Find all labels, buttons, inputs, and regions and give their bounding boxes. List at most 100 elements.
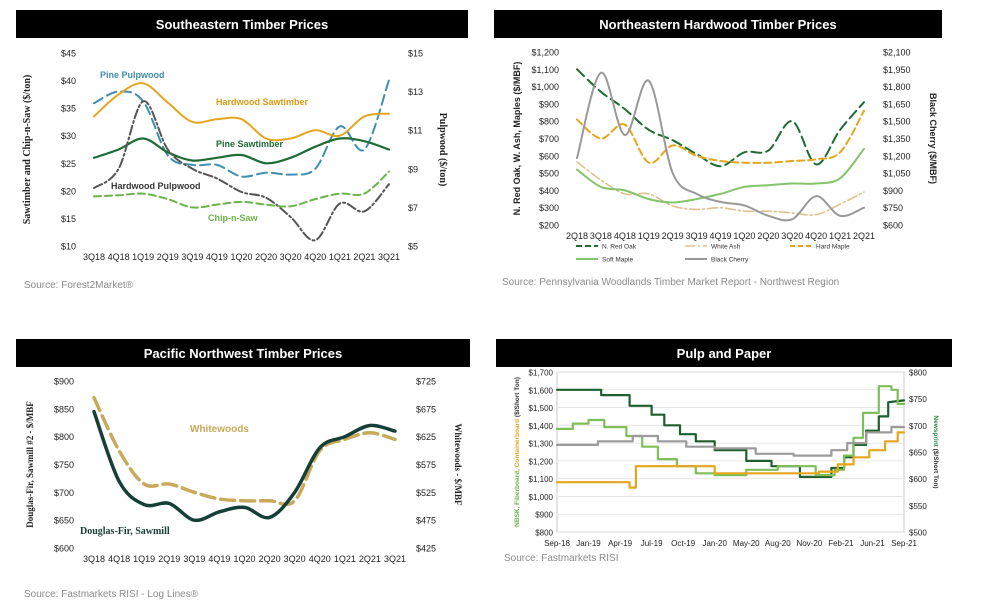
y-axis-title: NBSK, Fiberboard, Containerboard ($/Shor…: [514, 377, 521, 527]
y-tick-label: $1,700: [529, 369, 554, 378]
y2-tick-label: $13: [408, 87, 423, 97]
x-tick-label: 4Q20: [805, 231, 827, 241]
x-tick-label: Aug-20: [765, 539, 791, 548]
y2-tick-label: $725: [416, 377, 436, 387]
y2-tick-label: $1,350: [883, 134, 911, 144]
x-tick-label: 2Q19: [158, 554, 180, 564]
y-tick-label: $800: [539, 117, 559, 127]
source-note: Source: Fastmarkets RISI - Log Lines®: [24, 589, 199, 600]
x-tick-label: 4Q18: [614, 231, 636, 241]
y-tick-label: $30: [61, 131, 76, 141]
x-tick-label: Nov-20: [796, 539, 822, 548]
series-line-black-cherry: [576, 71, 865, 222]
x-tick-label: 3Q18: [590, 231, 612, 241]
series-line-pine-sawtimber: [92, 137, 391, 165]
y2-tick-label: $1,800: [883, 82, 911, 92]
y2-tick-label: $1,500: [883, 117, 911, 127]
x-tick-label: 1Q19: [638, 231, 660, 241]
x-tick-label: 4Q19: [206, 252, 228, 262]
y2-tick-label: $900: [883, 186, 903, 196]
series-annotation: Douglas-Fir, Sawmill: [80, 526, 170, 537]
x-tick-label: 1Q19: [132, 252, 154, 262]
x-tick-label: 3Q19: [181, 252, 203, 262]
y-tick-label: $25: [61, 159, 76, 169]
y2-tick-label: $1,650: [883, 99, 911, 109]
y2-tick-label: $600: [883, 221, 903, 231]
y2-tick-label: $650: [909, 449, 927, 458]
x-tick-label: Jan-19: [576, 539, 601, 548]
y-tick-label: $900: [535, 511, 553, 520]
legend-label: Soft Maple: [602, 257, 633, 264]
y-tick-label: $10: [61, 242, 76, 252]
y-tick-label: $35: [61, 104, 76, 114]
y-tick-label: $45: [61, 49, 76, 59]
x-tick-label: 3Q18: [83, 554, 105, 564]
y2-tick-label: $1,200: [883, 151, 911, 161]
y-tick-label: $1,400: [529, 422, 554, 431]
source-note: Source: Forest2Market®: [24, 280, 134, 291]
series-line-series-2: [555, 426, 906, 457]
series-line-white-ash: [576, 161, 865, 216]
y-tick-label: $700: [54, 488, 74, 498]
y-tick-label: $850: [54, 404, 74, 414]
y-tick-label: $900: [539, 99, 559, 109]
y2-tick-label: $500: [909, 529, 927, 538]
y-axis-title-part: Containerboard: [514, 419, 521, 467]
x-tick-label: 3Q20: [781, 231, 803, 241]
series-line-series-3: [555, 431, 906, 489]
y-tick-label: $1,500: [529, 404, 554, 413]
source-note: Source: Pennsylvania Woodlands Timber Ma…: [502, 277, 840, 288]
y2-tick-label: $575: [416, 460, 436, 470]
x-tick-label: Oct-19: [671, 539, 696, 548]
y2-axis-title: Black Cherry ($/MBF): [928, 93, 938, 184]
y-axis-title: Douglas-Fir, Sawmill #2 - $/MBF: [25, 401, 35, 528]
x-tick-label: 1Q21: [829, 231, 851, 241]
y-tick-label: $650: [54, 516, 74, 526]
y-tick-label: $1,300: [529, 440, 554, 449]
y2-tick-label: $475: [416, 516, 436, 526]
y-axis-title: Sawtimber and Chip-n-Saw ($/ton): [22, 75, 33, 225]
y-tick-label: $600: [539, 151, 559, 161]
x-tick-label: 2Q20: [757, 231, 779, 241]
series-annotation: Pine Sawtimber: [216, 139, 284, 149]
y-tick-label: $300: [539, 203, 559, 213]
x-tick-label: 1Q21: [329, 252, 351, 262]
x-tick-label: Apr-19: [608, 539, 633, 548]
series-line-douglas-fir-sawmill: [92, 409, 397, 523]
x-tick-label: 2Q21: [353, 252, 375, 262]
y-tick-label: $40: [61, 76, 76, 86]
y2-tick-label: $5: [408, 242, 418, 252]
y2-tick-label: $425: [416, 544, 436, 554]
x-tick-label: Sep-21: [891, 539, 917, 548]
x-tick-label: 2Q19: [157, 252, 179, 262]
legend-label: N. Red Oak: [602, 244, 637, 251]
y-tick-label: $1,000: [529, 493, 554, 502]
x-tick-label: 2Q20: [259, 554, 281, 564]
x-tick-label: 4Q18: [108, 554, 130, 564]
x-tick-label: 4Q20: [309, 554, 331, 564]
y-tick-label: $700: [539, 134, 559, 144]
y-tick-label: $15: [61, 214, 76, 224]
x-tick-label: 1Q21: [334, 554, 356, 564]
series-line-hardwood-sawtimber: [93, 82, 390, 142]
series-annotation: Hardwood Pulpwood: [111, 181, 201, 191]
y-tick-label: $400: [539, 186, 559, 196]
y-axis-title-part: ($/Short Ton): [514, 377, 521, 419]
x-tick-label: Jul-19: [641, 539, 663, 548]
y2-tick-label: $15: [408, 49, 423, 59]
y2-tick-label: $625: [416, 432, 436, 442]
x-tick-label: 2Q20: [255, 252, 277, 262]
series-line-n-red-oak: [576, 68, 865, 168]
x-tick-label: Feb-21: [828, 539, 854, 548]
y2-axis-title: Newsprint ($/Short Ton): [932, 415, 939, 488]
series-line-hardwood-pulpwood: [93, 100, 390, 242]
y2-tick-label: $11: [408, 126, 422, 136]
y-tick-label: $1,100: [531, 65, 559, 75]
y-tick-label: $1,200: [531, 48, 559, 58]
y2-tick-label: $7: [408, 203, 418, 213]
y2-tick-label: $9: [408, 164, 418, 174]
y2-axis-title: Whitewoods - $/MBF: [453, 424, 463, 507]
legend-label: White Ash: [711, 244, 741, 251]
